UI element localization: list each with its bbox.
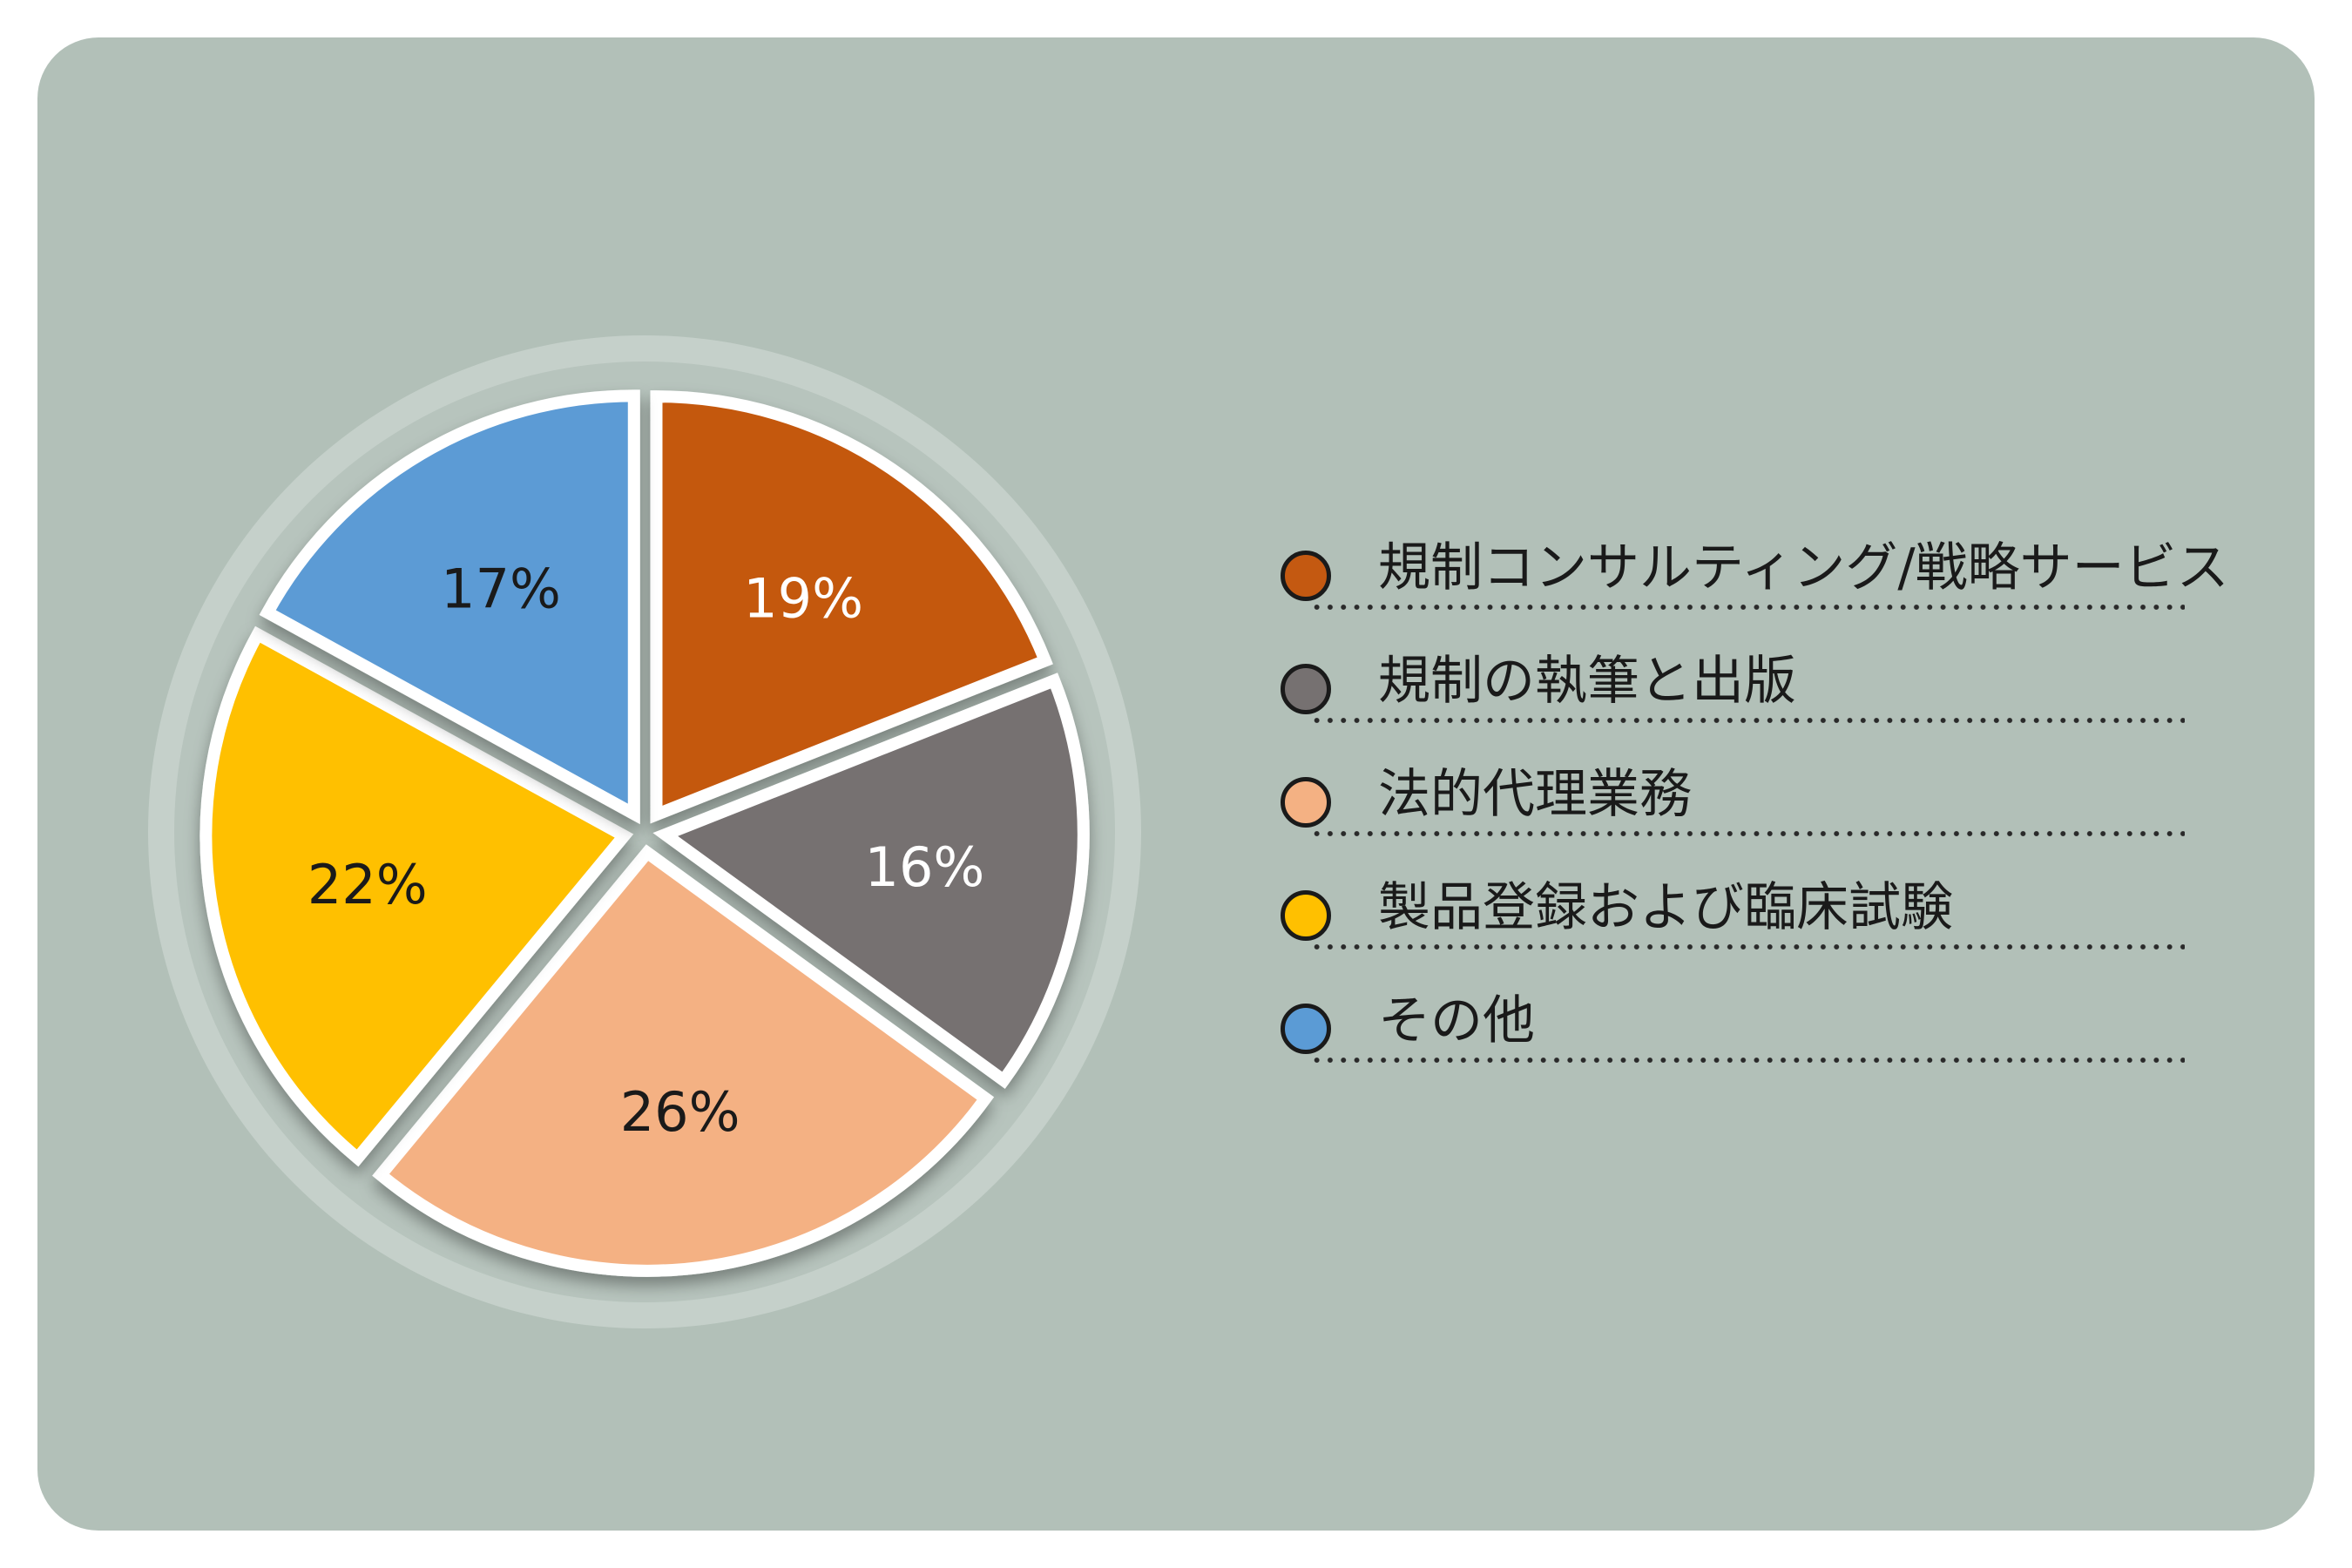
legend-label: 法的代理業務 (1378, 764, 1692, 825)
pie-slices (199, 389, 1090, 1277)
pie-value-label: 16% (865, 835, 985, 899)
legend-label: その他 (1378, 990, 1535, 1051)
pie-value-label: 19% (743, 567, 863, 631)
pie-slice (652, 672, 1090, 1089)
pie-value-label: 17% (441, 558, 561, 621)
pie-value-labels: 19% 16% 26% 22% 17% (308, 558, 985, 1144)
legend-item: 製品登録および臨床試験 (1281, 871, 2213, 984)
legend-item: 法的代理業務 (1281, 758, 2213, 871)
legend-swatch-icon (1281, 777, 1331, 828)
legend-item: 規制の執筆と出版 (1281, 645, 2213, 758)
pie-slice (372, 844, 995, 1277)
legend-item: その他 (1281, 984, 2213, 1098)
legend-swatch-icon (1281, 551, 1331, 601)
legend-label: 製品登録および臨床試験 (1378, 877, 1953, 938)
pie-slice (199, 625, 634, 1167)
legend-label: 規制コンサルティング/戦略サービス (1378, 537, 2229, 598)
pie-value-label: 26% (620, 1080, 740, 1144)
pie-slice (650, 390, 1053, 824)
legend-dotted-line (1310, 605, 2185, 610)
legend-item: 規制コンサルティング/戦略サービス (1281, 531, 2229, 645)
pie-slice (259, 389, 640, 825)
legend-dotted-line (1310, 831, 2185, 836)
legend-dotted-line (1310, 944, 2185, 950)
legend-swatch-icon (1281, 664, 1331, 714)
pie-value-label: 22% (308, 853, 428, 916)
legend-swatch-icon (1281, 890, 1331, 941)
legend-label: 規制の執筆と出版 (1378, 651, 1796, 712)
legend-swatch-icon (1281, 1004, 1331, 1054)
legend: 規制コンサルティング/戦略サービス 規制の執筆と出版 法的代理業務 製品登録およ… (1281, 531, 2229, 1098)
legend-dotted-line (1310, 718, 2185, 723)
legend-dotted-line (1310, 1058, 2185, 1063)
